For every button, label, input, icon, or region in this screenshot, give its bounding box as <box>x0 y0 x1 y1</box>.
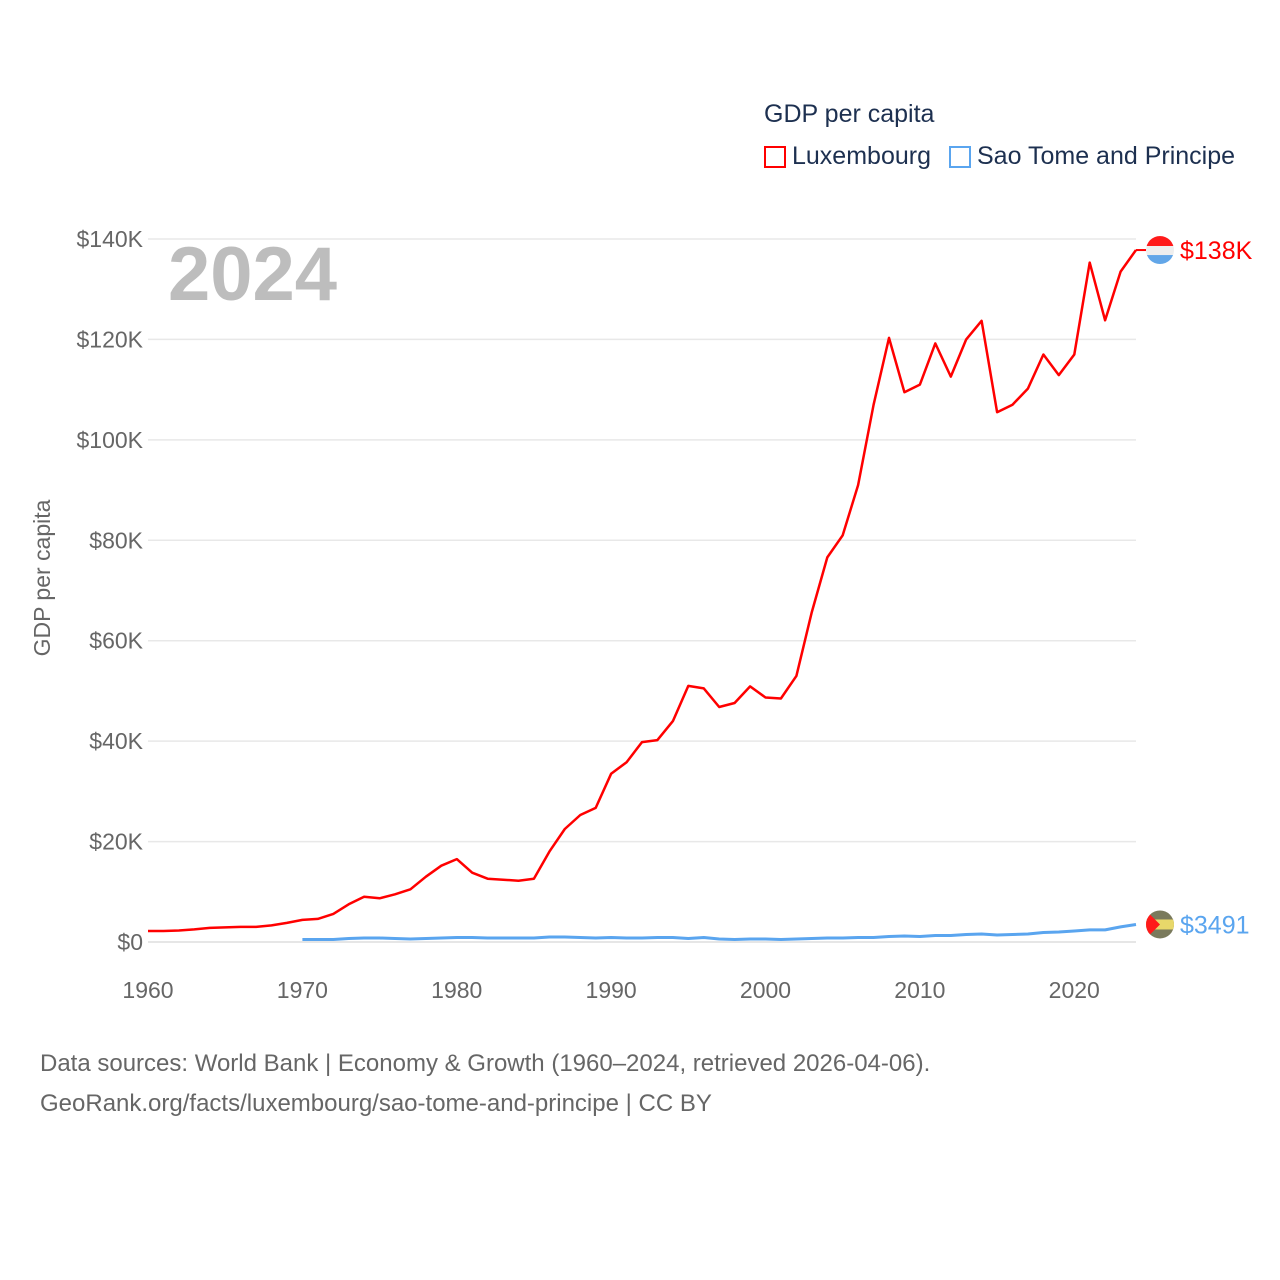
y-axis-label: GDP per capita <box>29 499 55 656</box>
x-tick-label: 1960 <box>122 977 173 1003</box>
x-tick-label: 2000 <box>740 977 791 1003</box>
y-tick-label: $120K <box>76 326 143 352</box>
legend-item-sao-tome[interactable]: Sao Tome and Principe <box>948 142 1236 171</box>
x-tick-label: 2020 <box>1049 977 1100 1003</box>
legend-swatch <box>764 145 786 168</box>
year-watermark: 2024 <box>168 232 337 317</box>
x-tick-label: 1970 <box>277 977 328 1003</box>
y-tick-label: $60K <box>89 628 143 654</box>
legend: Luxembourg Sao Tome and Principe <box>764 142 1235 171</box>
legend-label: Sao Tome and Principe <box>976 142 1236 170</box>
luxembourg-flag-icon <box>1136 236 1174 265</box>
flag-triangle <box>1146 910 1160 939</box>
legend-title: GDP per capita <box>764 100 935 128</box>
series-line-luxembourg <box>148 249 1138 933</box>
series-line-sao-tome-and-principe <box>302 923 1137 941</box>
y-tick-label: $100K <box>76 427 143 453</box>
source-line: Data sources: World Bank | Economy & Gro… <box>40 1050 931 1077</box>
x-tick-label: 2010 <box>894 977 945 1003</box>
y-tick-label: $80K <box>89 527 143 553</box>
sao-tome-flag-icon <box>1146 910 1174 939</box>
legend-item-luxembourg[interactable]: Luxembourg <box>764 142 931 171</box>
x-tick-label: 1990 <box>586 977 637 1003</box>
legend-label: Luxembourg <box>792 142 931 170</box>
y-tick-label: $40K <box>89 728 143 754</box>
x-tick-label: 1980 <box>431 977 482 1003</box>
source-note: Data sources: World Bank | Economy & Gro… <box>40 1044 930 1124</box>
source-link[interactable]: GeoRank.org/facts/luxembourg/sao-tome-an… <box>40 1090 712 1117</box>
y-tick-label: $0 <box>117 929 143 955</box>
end-value-label: $3491 <box>1180 911 1250 939</box>
end-value-label: $138K <box>1180 237 1253 265</box>
y-tick-label: $20K <box>89 829 143 855</box>
y-tick-label: $140K <box>76 226 143 252</box>
flag-stripe <box>1146 236 1174 247</box>
flag-stripe <box>1146 255 1174 265</box>
flag-stripe <box>1146 246 1174 256</box>
legend-swatch <box>948 145 971 168</box>
